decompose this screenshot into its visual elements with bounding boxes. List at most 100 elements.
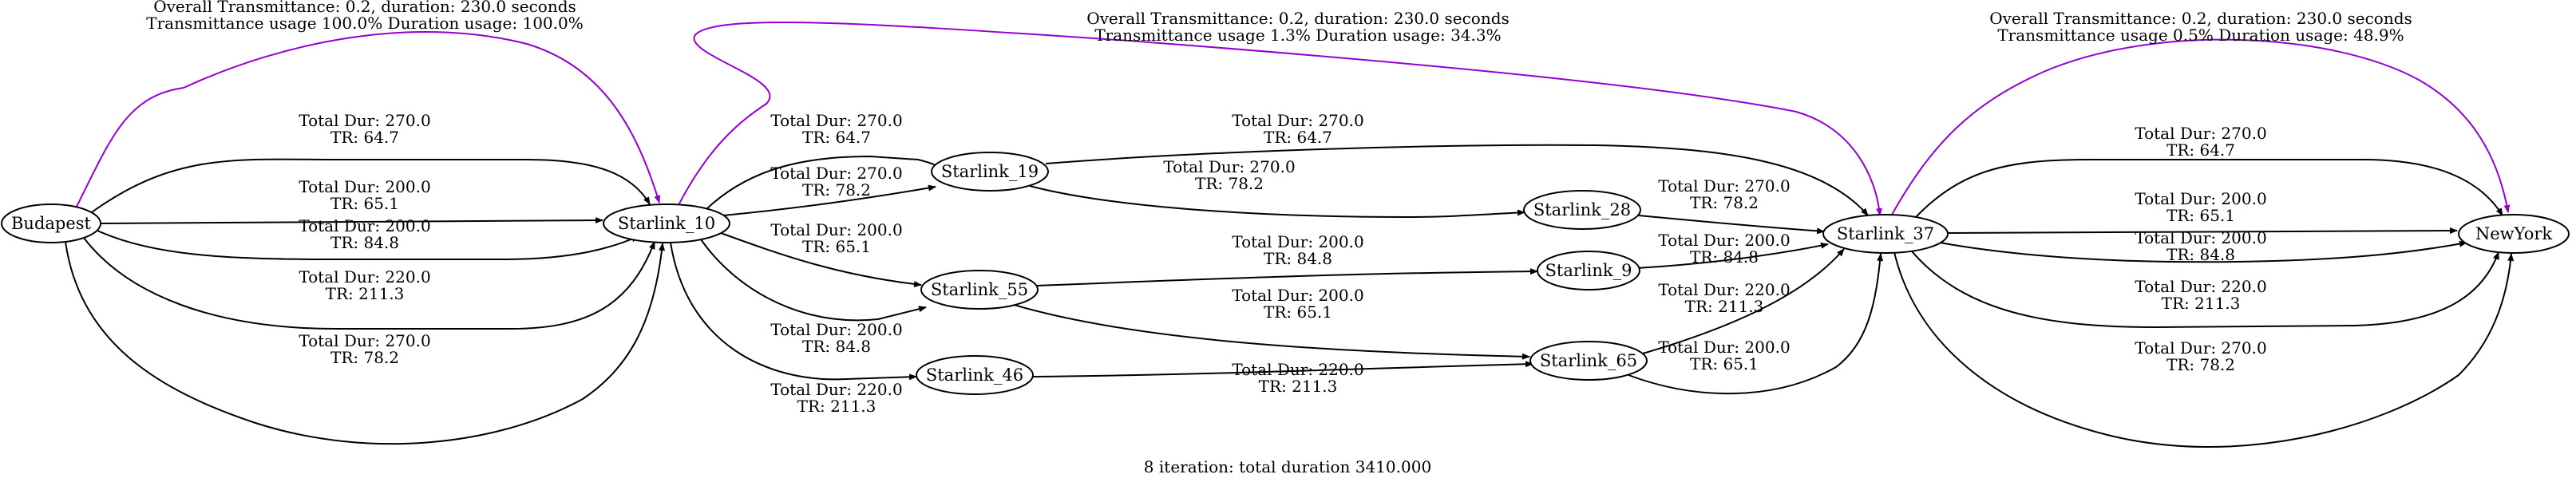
edge-label-line: TR: 84.8 bbox=[2166, 245, 2235, 264]
edge-s10-46-211 bbox=[670, 242, 917, 381]
edge-label-line: TR: 64.7 bbox=[1264, 128, 1332, 147]
edge-label-line: TR: 78.2 bbox=[2166, 355, 2235, 374]
edge-label-line: TR: 84.8 bbox=[1264, 249, 1332, 268]
edge-label-line: TR: 211.3 bbox=[1685, 297, 1764, 316]
edge-label-line: Total Dur: 200.0 bbox=[2135, 189, 2266, 208]
node-label: Starlink_10 bbox=[618, 214, 715, 233]
edge-label-s10-19-78: Total Dur: 270.0 TR: 78.2 bbox=[770, 164, 902, 200]
graph-caption: 8 iteration: total duration 3410.000 bbox=[1144, 457, 1431, 476]
edge-label-s28-37-78: Total Dur: 270.0 TR: 78.2 bbox=[1658, 176, 1790, 212]
edge-label-line: TR: 78.2 bbox=[330, 348, 399, 367]
edge-label-line: Total Dur: 200.0 bbox=[299, 216, 430, 235]
edge-label-line: TR: 65.1 bbox=[1264, 302, 1332, 322]
node-starlink_19: Starlink_19 bbox=[931, 152, 1049, 192]
edge-s65-37-211 bbox=[1642, 248, 1845, 354]
edge-label-line: Transmittance usage 100.0% Duration usag… bbox=[146, 14, 583, 33]
edge-label-line: Total Dur: 270.0 bbox=[1232, 111, 1363, 130]
edge-s55-9-84 bbox=[1035, 268, 1538, 286]
node-starlink_28: Starlink_28 bbox=[1523, 190, 1641, 230]
edge-label-line: Transmittance usage 0.5% Duration usage:… bbox=[1997, 26, 2404, 45]
edge-label-line: Total Dur: 270.0 bbox=[1658, 176, 1790, 196]
edge-label-s37-ny-84: Total Dur: 200.0 TR: 84.8 bbox=[2135, 228, 2266, 264]
edge-label-line: Overall Transmittance: 0.2, duration: 23… bbox=[153, 0, 576, 16]
node-label: Starlink_28 bbox=[1533, 200, 1631, 219]
edge-label-line: Total Dur: 220.0 bbox=[299, 267, 430, 286]
edge-b10-220-211 bbox=[83, 237, 655, 330]
edge-s10-19-78 bbox=[722, 184, 936, 216]
edge-label-s37-ny-78: Total Dur: 270.0 TR: 78.2 bbox=[2135, 338, 2266, 374]
node-ellipse bbox=[1, 203, 101, 243]
edge-label-s19-37-64: Total Dur: 270.0 TR: 64.7 bbox=[1232, 111, 1363, 147]
node-budapest: Budapest bbox=[1, 203, 101, 243]
edge-label-b10-overall: Overall Transmittance: 0.2, duration: 23… bbox=[146, 0, 583, 33]
edge-label-s65-37-65: Total Dur: 200.0 TR: 65.1 bbox=[1658, 338, 1790, 373]
edge-s65-37-65 bbox=[1628, 253, 1884, 395]
edge-label-s37-ny-64: Total Dur: 270.0 TR: 64.7 bbox=[2135, 124, 2266, 160]
edge-label-line: TR: 211.3 bbox=[326, 284, 405, 303]
node-starlink_10: Starlink_10 bbox=[603, 203, 730, 243]
edge-s37-ny-65 bbox=[1947, 227, 2458, 235]
edge-label-s19-28-78: Total Dur: 270.0 TR: 78.2 bbox=[1163, 157, 1295, 193]
node-newyork: NewYork bbox=[2458, 214, 2570, 254]
edge-label-s46-65-211: Total Dur: 220.0 TR: 211.3 bbox=[1232, 360, 1363, 396]
node-ellipse bbox=[916, 355, 1034, 395]
edge-b10-overall bbox=[76, 31, 661, 207]
edge-label-b10-270-78: Total Dur: 270.0 TR: 78.2 bbox=[299, 331, 430, 367]
edge-s46-65-211 bbox=[1032, 361, 1533, 377]
node-ellipse bbox=[931, 152, 1049, 192]
edge-label-s10-46-211: Total Dur: 220.0 TR: 211.3 bbox=[770, 380, 902, 416]
node-label: Starlink_37 bbox=[1837, 224, 1934, 243]
edge-label-line: TR: 211.3 bbox=[1259, 377, 1338, 396]
edge-label-line: Total Dur: 270.0 bbox=[299, 111, 430, 130]
edge-label-line: Total Dur: 220.0 bbox=[770, 380, 902, 399]
nodes-layer: Budapest Starlink_10 Starlink_19 Starlink_5… bbox=[1, 152, 2570, 395]
edge-s28-37-78 bbox=[1637, 215, 1825, 235]
node-ellipse bbox=[1537, 251, 1640, 290]
node-starlink_37: Starlink_37 bbox=[1822, 214, 1949, 254]
edge-label-line: TR: 64.7 bbox=[330, 128, 399, 147]
edge-label-line: TR: 78.2 bbox=[802, 180, 871, 200]
node-label: Starlink_19 bbox=[941, 162, 1039, 181]
edge-label-line: Total Dur: 200.0 bbox=[299, 177, 430, 196]
edge-label-line: Total Dur: 270.0 bbox=[299, 331, 430, 350]
edge-s37-ny-78 bbox=[1893, 251, 2515, 448]
edge-label-line: Total Dur: 270.0 bbox=[770, 111, 902, 130]
edge-label-line: Total Dur: 270.0 bbox=[2135, 338, 2266, 358]
node-label: Starlink_55 bbox=[931, 280, 1028, 299]
edge-label-s37-ny-211: Total Dur: 220.0 TR: 211.3 bbox=[2135, 277, 2266, 313]
edge-label-s10-55-65: Total Dur: 200.0 TR: 65.1 bbox=[770, 220, 902, 256]
edge-label-line: TR: 64.7 bbox=[802, 128, 871, 147]
edge-label-line: Total Dur: 270.0 bbox=[1163, 157, 1295, 176]
edge-label-line: Total Dur: 200.0 bbox=[770, 320, 902, 339]
node-ellipse bbox=[1822, 214, 1949, 254]
edge-label-line: TR: 64.7 bbox=[2166, 140, 2235, 160]
edge-s10-19-64 bbox=[706, 155, 944, 210]
edge-label-s9-37-84: Total Dur: 200.0 TR: 84.8 bbox=[1658, 231, 1790, 267]
edge-s10-55-65 bbox=[720, 232, 922, 287]
edges-layer bbox=[65, 22, 2515, 448]
edge-label-s37-ny-overall: Overall Transmittance: 0.2, duration: 23… bbox=[1989, 9, 2412, 45]
edge-s10-37-overall bbox=[678, 22, 1883, 216]
edge-label-line: TR: 84.8 bbox=[330, 233, 399, 252]
edge-label-b10-220-211: Total Dur: 220.0 TR: 211.3 bbox=[299, 267, 430, 303]
edge-label-line: Total Dur: 270.0 bbox=[770, 164, 902, 183]
edge-s19-28-78 bbox=[1029, 185, 1525, 219]
edge-label-line: Total Dur: 220.0 bbox=[1232, 360, 1363, 379]
edge-label-line: TR: 65.1 bbox=[1690, 354, 1759, 373]
edge-s55-65-65 bbox=[1013, 304, 1530, 360]
edge-label-line: Overall Transmittance: 0.2, duration: 23… bbox=[1989, 9, 2412, 28]
edge-label-line: TR: 78.2 bbox=[1195, 174, 1264, 193]
node-starlink_9: Starlink_9 bbox=[1537, 251, 1640, 290]
node-ellipse bbox=[920, 270, 1039, 310]
node-label: Starlink_46 bbox=[926, 365, 1023, 385]
edge-label-line: TR: 78.2 bbox=[1690, 193, 1759, 212]
node-starlink_46: Starlink_46 bbox=[916, 355, 1034, 395]
edge-label-line: TR: 65.1 bbox=[330, 194, 399, 213]
edge-s19-37-64 bbox=[1045, 144, 1869, 216]
edge-label-s37-ny-65: Total Dur: 200.0 TR: 65.1 bbox=[2135, 189, 2266, 225]
edge-b10-270-78 bbox=[65, 241, 666, 445]
edge-label-s10-37-overall: Overall Transmittance: 0.2, duration: 23… bbox=[1086, 9, 1510, 45]
edge-label-s10-19-64: Total Dur: 270.0 TR: 64.7 bbox=[770, 111, 902, 147]
edge-s10-55-84 bbox=[700, 239, 927, 322]
